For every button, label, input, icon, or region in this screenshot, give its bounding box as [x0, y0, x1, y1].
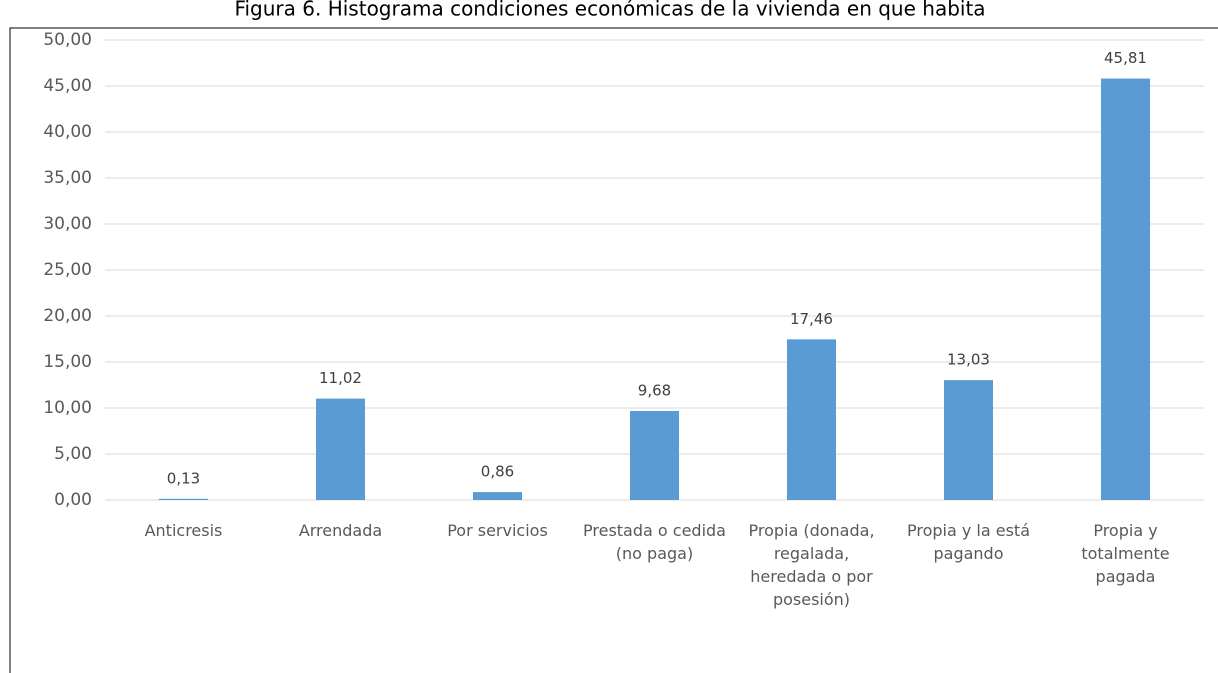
y-tick-label: 40,00 [43, 122, 92, 142]
y-tick-label: 45,00 [43, 76, 92, 96]
y-tick-label: 30,00 [43, 214, 92, 234]
y-tick-label: 25,00 [43, 260, 92, 280]
y-tick-label: 20,00 [43, 306, 92, 326]
y-tick-label: 5,00 [54, 444, 92, 464]
y-tick-label: 10,00 [43, 398, 92, 418]
bar [787, 339, 836, 500]
chart-frame [9, 27, 1218, 673]
data-label: 11,02 [319, 369, 362, 387]
x-tick-label: Propia (donada, regalada, heredada o por… [748, 521, 875, 609]
x-tick-label: Anticresis [144, 521, 223, 540]
y-tick-label: 35,00 [43, 168, 92, 188]
bar [316, 398, 365, 500]
chart-title: Figura 6. Histograma condiciones económi… [234, 0, 985, 21]
x-tick-label: Prestada o cedida (no paga) [583, 521, 726, 563]
bar [159, 498, 208, 500]
bar [944, 380, 993, 500]
data-label: 0,86 [481, 463, 514, 481]
bar [473, 492, 522, 500]
data-label: 9,68 [638, 381, 671, 399]
data-label: 13,03 [947, 351, 990, 369]
bar [1101, 78, 1150, 500]
y-tick-label: 15,00 [43, 352, 92, 372]
x-tick-label: Por servicios [447, 521, 548, 540]
bar [630, 410, 679, 500]
data-label: 0,13 [167, 469, 200, 487]
y-tick-label: 50,00 [43, 30, 92, 50]
data-label: 45,81 [1104, 49, 1147, 67]
data-label: 17,46 [790, 310, 833, 328]
y-tick-label: 0,00 [54, 490, 92, 510]
x-tick-label: Arrendada [298, 521, 383, 540]
x-tick-label: Propia y la está pagando [906, 521, 1031, 563]
x-tick-label: Propia y totalmente pagada [1081, 521, 1170, 586]
